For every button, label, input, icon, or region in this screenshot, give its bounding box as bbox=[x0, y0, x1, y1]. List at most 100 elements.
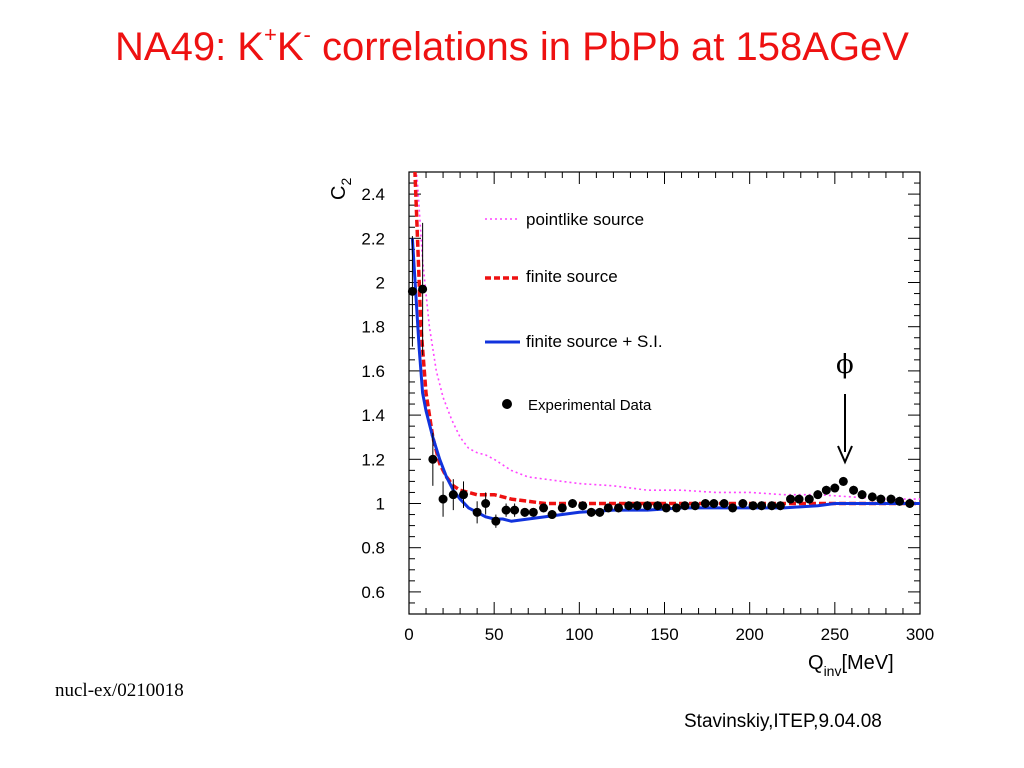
data-point bbox=[830, 483, 840, 493]
title-end: correlations in PbPb at 158AGeV bbox=[310, 25, 909, 69]
y-tick-label: 0.8 bbox=[361, 539, 385, 558]
y-tick-label: 2.2 bbox=[361, 229, 385, 248]
data-point bbox=[821, 485, 831, 495]
data-layer bbox=[407, 222, 915, 528]
y-axis-title-sub: 2 bbox=[338, 178, 354, 186]
data-point bbox=[481, 499, 491, 508]
y-tick-label: 2 bbox=[376, 274, 385, 293]
legend-label-finite-si: finite source + S.I. bbox=[526, 332, 663, 351]
x-tick-label: 100 bbox=[565, 625, 593, 644]
title-sup-plus: + bbox=[263, 22, 277, 47]
series-finite-line bbox=[413, 172, 920, 506]
data-point bbox=[895, 496, 905, 506]
x-axis-title-unit: [MeV] bbox=[841, 652, 893, 674]
series-pointlike-line bbox=[415, 172, 920, 500]
data-point bbox=[905, 499, 915, 508]
y-tick-label: 1.4 bbox=[361, 406, 385, 425]
data-point bbox=[448, 490, 458, 500]
title-main: NA49: K bbox=[115, 25, 264, 69]
author-label: Stavinskiy,ITEP,9.04.08 bbox=[684, 711, 882, 732]
data-point bbox=[624, 501, 634, 511]
data-point bbox=[857, 490, 867, 500]
data-point bbox=[407, 286, 417, 296]
y-axis-title: C2 bbox=[328, 178, 354, 200]
y-tick-label: 1.6 bbox=[361, 362, 385, 381]
x-tick-label: 150 bbox=[650, 625, 678, 644]
legend-marker-data bbox=[502, 399, 512, 409]
data-point bbox=[671, 503, 681, 513]
data-point bbox=[528, 507, 538, 517]
data-point bbox=[586, 507, 596, 517]
data-point bbox=[867, 492, 877, 502]
x-axis-title-sub: inv bbox=[824, 663, 842, 679]
y-tick-labels: 0.6 0.8 1 1.2 1.4 1.6 1.8 2 2.2 2.4 bbox=[361, 185, 385, 602]
data-point bbox=[510, 505, 520, 515]
legend: pointlike source finite source finite so… bbox=[485, 210, 663, 414]
data-point bbox=[578, 501, 588, 511]
data-point bbox=[786, 494, 796, 504]
data-point bbox=[738, 499, 748, 508]
reference-label: nucl-ex/0210018 bbox=[55, 680, 184, 701]
phi-arrow-head bbox=[837, 445, 853, 465]
data-point bbox=[719, 499, 729, 508]
series-layer bbox=[410, 172, 920, 523]
y-axis-title-main: C bbox=[328, 186, 350, 200]
data-point bbox=[568, 499, 578, 508]
plot-frame bbox=[408, 171, 921, 615]
x-axis-title-main: Q bbox=[808, 652, 824, 674]
title-sup-minus: - bbox=[303, 22, 311, 47]
x-tick-label: 50 bbox=[485, 625, 504, 644]
data-point bbox=[418, 284, 428, 294]
data-point bbox=[690, 501, 700, 511]
data-point bbox=[557, 503, 567, 513]
x-tick-label: 250 bbox=[821, 625, 849, 644]
data-point bbox=[709, 499, 719, 508]
legend-label-pointlike: pointlike source bbox=[526, 210, 644, 229]
data-point bbox=[804, 494, 814, 504]
data-point bbox=[472, 507, 482, 517]
x-axis-title: Qinv[MeV] bbox=[808, 652, 894, 679]
axis-ticks bbox=[408, 171, 921, 615]
data-point bbox=[728, 503, 738, 513]
y-tick-label: 1 bbox=[376, 495, 385, 514]
phi-annotation: ϕ bbox=[836, 350, 854, 465]
x-tick-label: 300 bbox=[906, 625, 934, 644]
y-tick-label: 1.2 bbox=[361, 450, 385, 469]
data-point bbox=[653, 501, 663, 511]
x-tick-label: 0 bbox=[404, 625, 413, 644]
data-point bbox=[661, 503, 671, 513]
data-point bbox=[642, 501, 652, 511]
data-point bbox=[520, 507, 530, 517]
data-point bbox=[501, 505, 511, 515]
data-point bbox=[794, 494, 804, 504]
y-tick-label: 2.4 bbox=[361, 185, 385, 204]
phi-label: ϕ bbox=[836, 350, 854, 380]
legend-label-data: Experimental Data bbox=[528, 397, 652, 414]
title-mid: K bbox=[276, 25, 304, 69]
slide-title: NA49: K+K- correlations in PbPb at 158AG… bbox=[0, 22, 1024, 70]
data-point bbox=[491, 516, 501, 526]
data-point bbox=[539, 503, 549, 513]
data-point bbox=[876, 494, 886, 504]
data-point bbox=[428, 454, 438, 464]
data-point bbox=[680, 501, 690, 511]
data-point bbox=[603, 503, 613, 513]
data-point bbox=[886, 494, 896, 504]
y-tick-label: 1.8 bbox=[361, 318, 385, 337]
data-point bbox=[459, 490, 469, 500]
data-point bbox=[757, 501, 767, 511]
data-point bbox=[595, 507, 605, 517]
data-point bbox=[547, 510, 557, 520]
data-point bbox=[748, 501, 758, 511]
y-tick-label: 0.6 bbox=[361, 583, 385, 602]
data-point bbox=[775, 501, 785, 511]
data-point bbox=[849, 485, 859, 495]
x-tick-labels: 0 50 100 150 200 250 300 bbox=[404, 625, 934, 644]
data-point bbox=[614, 503, 624, 513]
data-point bbox=[700, 499, 710, 508]
data-point bbox=[438, 494, 448, 504]
legend-label-finite: finite source bbox=[526, 267, 618, 286]
x-tick-label: 200 bbox=[735, 625, 763, 644]
data-point bbox=[632, 501, 642, 511]
